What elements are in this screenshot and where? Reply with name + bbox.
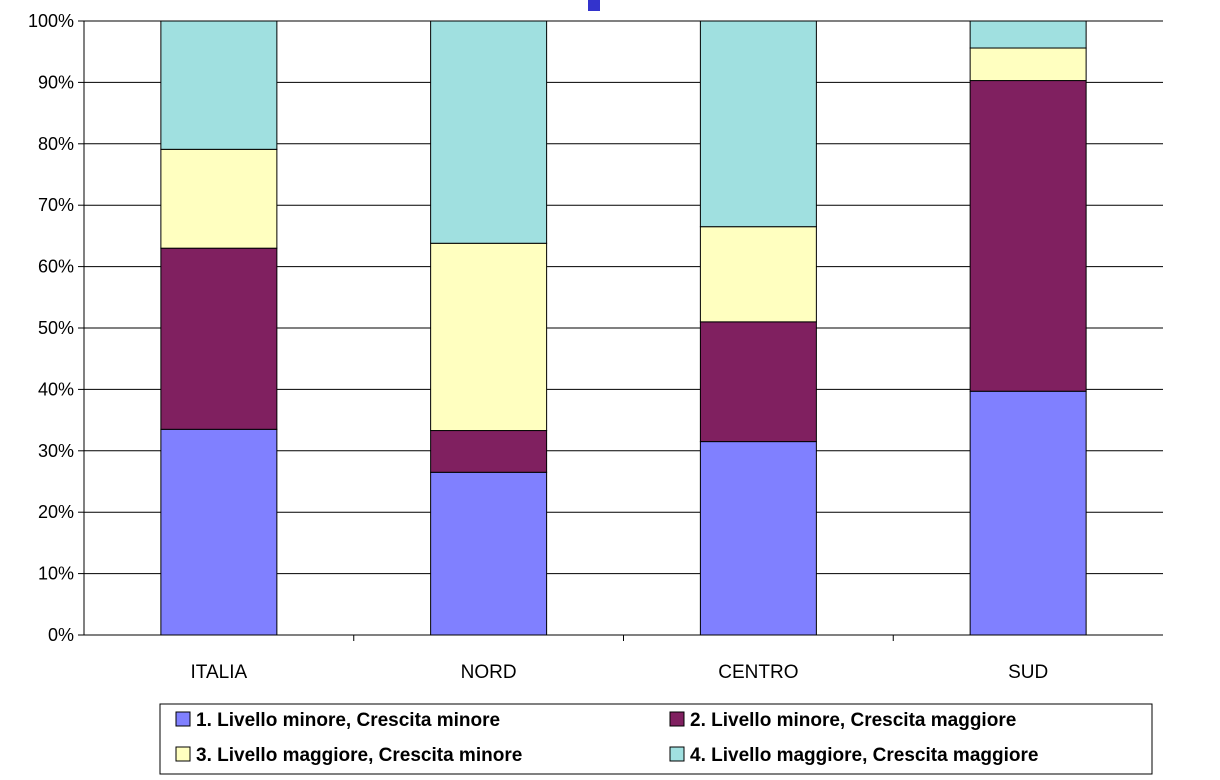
y-tick-label: 30% [38, 441, 74, 461]
bar-segment-sud-s3 [969, 47, 1087, 82]
y-tick-label: 10% [38, 564, 74, 584]
bar-segment-centro-s4 [699, 20, 817, 228]
legend-swatch [669, 746, 685, 762]
bar-segment-sud-s1 [969, 390, 1087, 636]
legend-label: 2. Livello minore, Crescita maggiore [690, 710, 1016, 731]
y-tick-label: 40% [38, 379, 74, 399]
legend-label: 4. Livello maggiore, Crescita maggiore [690, 745, 1038, 766]
x-category-label: CENTRO [718, 662, 798, 683]
x-category-label: SUD [1008, 662, 1048, 683]
axis-labels: 0% 10% 20% 30% 40% 50% 60% 70% 80% 90% 100% ITALIA N… [28, 11, 1048, 683]
legend-swatch [175, 746, 191, 762]
bar-segment-nord-s2 [430, 430, 548, 473]
y-tick-label: 0% [48, 625, 74, 645]
legend-label: 3. Livello maggiore, Crescita minore [196, 745, 522, 766]
legend-swatch [175, 711, 191, 727]
y-tick-label: 100% [28, 11, 74, 31]
bars [160, 20, 1087, 636]
bar-segment-sud-s4 [969, 20, 1087, 49]
bar-segment-centro-s3 [699, 226, 817, 323]
legend-label: 1. Livello minore, Crescita minore [196, 710, 500, 731]
bar-segment-centro-s2 [699, 321, 817, 443]
y-tick-label: 90% [38, 72, 74, 92]
bar-segment-nord-s3 [430, 242, 548, 432]
y-tick-label: 60% [38, 257, 74, 277]
legend-swatch [669, 711, 685, 727]
bar-segment-italia-s3 [160, 148, 278, 249]
x-category-label: ITALIA [191, 662, 248, 683]
bar-segment-italia-s4 [160, 20, 278, 150]
y-tick-label: 20% [38, 502, 74, 522]
bar-segment-nord-s4 [430, 20, 548, 244]
legend: 1. Livello minore, Crescita minore 2. Liv… [159, 703, 1153, 775]
bar-segment-italia-s2 [160, 247, 278, 430]
y-tick-label: 50% [38, 318, 74, 338]
y-tick-label: 70% [38, 195, 74, 215]
legend-box [159, 703, 1153, 775]
bar-segment-centro-s1 [699, 441, 817, 636]
title-accent-mark [588, 0, 600, 11]
x-category-label: NORD [461, 662, 517, 683]
bar-segment-nord-s1 [430, 471, 548, 636]
bar-segment-sud-s2 [969, 80, 1087, 392]
y-tick-label: 80% [38, 134, 74, 154]
bar-segment-italia-s1 [160, 428, 278, 636]
